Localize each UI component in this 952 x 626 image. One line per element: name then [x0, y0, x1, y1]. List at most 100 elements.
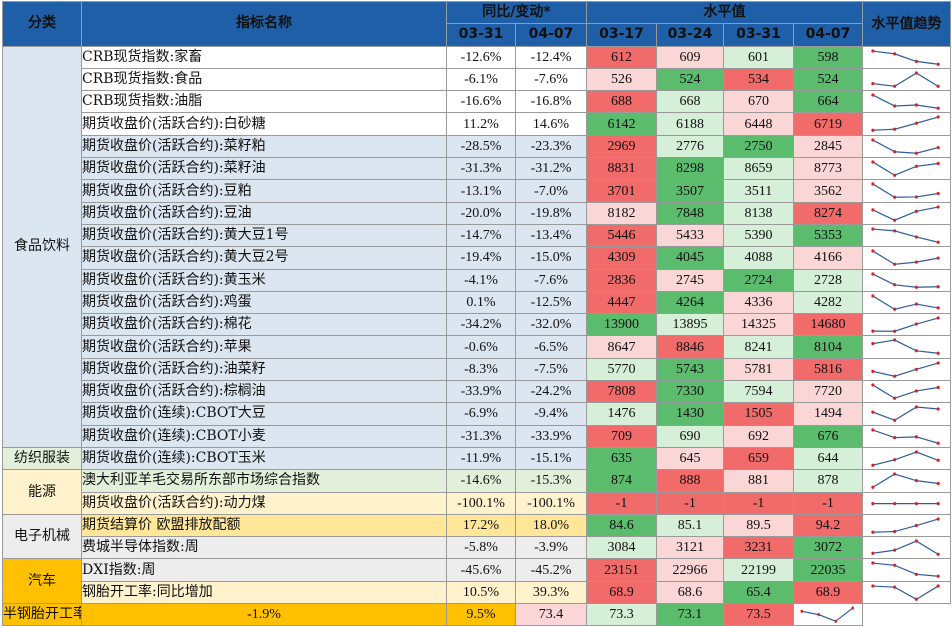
level-value-cell: 22966	[656, 558, 724, 582]
level-value-cell: 888	[656, 469, 724, 493]
level-value-cell: 7594	[723, 380, 794, 404]
level-value-cell: 5743	[656, 357, 724, 382]
trend-line	[872, 384, 939, 399]
level-value-cell: 5770	[586, 357, 657, 382]
level-value-cell: 14680	[793, 313, 863, 337]
trend-line	[872, 50, 939, 65]
trend-point	[893, 51, 897, 56]
level-value-cell: 1505	[723, 402, 794, 426]
level-value-cell: 598	[793, 45, 863, 69]
level-value-cell: 1494	[793, 402, 863, 426]
trend-point	[936, 552, 940, 556]
level-value-cell: 73.5	[723, 603, 794, 626]
level-value-cell: 23151	[586, 558, 657, 582]
level-value-cell: 3507	[656, 179, 724, 203]
trend-point	[871, 501, 875, 505]
trend-point	[871, 138, 875, 142]
trend-sparkline	[800, 606, 854, 623]
indicator-name: CRB现货指数:食品	[81, 67, 447, 92]
trend-line	[801, 607, 853, 622]
table-row: 期货收盘价(活跃合约):棉花 -34.2% -32.0% 13900 13895 1432…	[3, 313, 951, 337]
table-row: 期货收盘价(活跃合约):菜籽油 -31.3% -31.2% 8831 8298 8659 8…	[3, 157, 951, 181]
indicator-name: 费城半导体指数:周	[81, 536, 447, 560]
trend-sparkline	[871, 428, 940, 445]
trend-point	[936, 501, 940, 505]
table-row: 期货收盘价(活跃合约):豆油 -20.0% -19.8% 8182 7848 8138 82…	[3, 201, 951, 225]
trend-point	[936, 306, 940, 310]
trend-sparkline	[871, 205, 940, 222]
trend-point	[871, 485, 875, 490]
level-value-cell: 7330	[656, 380, 724, 404]
trend-point	[871, 160, 875, 164]
table-row: 半钢胎开工率:同比增加-1.9%9.5%73.473.373.173.5	[2, 603, 951, 626]
yoy-change-cell: -31.2%	[515, 157, 587, 181]
trend-point	[893, 282, 897, 286]
trend-sparkline-cell	[862, 357, 951, 382]
trend-point	[893, 374, 897, 378]
trend-point	[834, 619, 837, 623]
level-value-cell: 2724	[723, 268, 794, 292]
trend-point	[871, 530, 875, 534]
level-value-cell: 692	[723, 424, 794, 448]
indicator-name: 期货收盘价(活跃合约):油菜籽	[81, 357, 447, 382]
table-row: CRB现货指数:食品 -6.1% -7.6% 526 524 534 524	[3, 67, 951, 92]
trend-sparkline	[871, 93, 940, 111]
yoy-change-cell: -13.4%	[515, 223, 587, 248]
indicator-name: 期货收盘价(活跃合约):动力煤	[81, 491, 447, 515]
trend-point	[871, 49, 875, 53]
indicator-name: 期货收盘价(活跃合约):豆粕	[81, 179, 447, 203]
trend-line	[872, 317, 939, 333]
indicator-name: 半钢胎开工率:同比增加	[2, 603, 82, 626]
trend-point	[914, 122, 918, 126]
level-value-cell: 8647	[586, 335, 657, 359]
trend-sparkline-cell	[862, 513, 951, 538]
table-row: 期货收盘价(活跃合约):油菜籽 -8.3% -7.5% 5770 5743 5781 581…	[3, 357, 951, 382]
trend-sparkline	[871, 271, 940, 289]
yoy-change-cell: -1.9%	[81, 603, 447, 626]
trend-line	[872, 429, 939, 444]
yoy-change-cell: -7.6%	[515, 67, 587, 92]
yoy-change-cell: -6.1%	[446, 67, 516, 92]
yoy-change-cell: 0.1%	[446, 290, 516, 315]
trend-point	[914, 450, 918, 454]
trend-sparkline-cell	[862, 90, 951, 114]
table-row: 期货收盘价(活跃合约):棕榈油 -33.9% -24.2% 7808 7330 7594 7…	[3, 380, 951, 404]
yoy-change-cell: 9.5%	[446, 603, 516, 626]
trend-point	[936, 205, 940, 209]
trend-point	[914, 573, 918, 577]
yoy-change-cell: -23.3%	[515, 134, 587, 159]
trend-sparkline	[871, 115, 940, 133]
level-value-cell: 8104	[793, 335, 863, 359]
trend-point	[871, 383, 875, 387]
level-value-cell: 7720	[793, 380, 863, 404]
level-value-cell: 8659	[723, 157, 794, 181]
table-row: 费城半导体指数:周 -5.8% -3.9% 3084 3121 3231 3072	[3, 536, 951, 560]
level-value-cell: 3231	[723, 536, 794, 560]
level-value-cell: 709	[586, 424, 657, 448]
indicator-name: 期货收盘价(活跃合约):棕榈油	[81, 380, 447, 404]
trend-sparkline-cell	[862, 67, 951, 92]
level-value-cell: 601	[723, 45, 794, 69]
trend-line	[872, 540, 939, 555]
level-value-cell: 8182	[586, 201, 657, 225]
trend-sparkline	[871, 405, 940, 423]
table-row: 期货收盘价(活跃合约):苹果 -0.6% -6.5% 8647 8846 8241 8104	[3, 335, 951, 359]
yoy-change-cell: -7.0%	[515, 179, 587, 203]
trend-point	[936, 284, 940, 288]
trend-point	[914, 103, 918, 107]
trend-sparkline	[871, 138, 940, 155]
trend-line	[872, 250, 939, 266]
level-value-cell: 878	[793, 469, 863, 493]
trend-sparkline	[871, 182, 940, 200]
header-change-date: 04-07	[515, 23, 587, 47]
trend-line	[872, 473, 939, 488]
yoy-change-cell: -4.1%	[446, 268, 516, 292]
level-value-cell: 13895	[656, 313, 724, 337]
trend-sparkline	[871, 383, 940, 400]
header-row-1: 分类 指标名称 同比/变动* 水平值 水平值趋势	[2, 0, 951, 47]
level-value-cell: 664	[793, 90, 863, 114]
level-value-cell: 6448	[723, 112, 794, 136]
yoy-change-cell: -20.0%	[446, 201, 516, 225]
level-value-cell: 3511	[723, 179, 794, 203]
